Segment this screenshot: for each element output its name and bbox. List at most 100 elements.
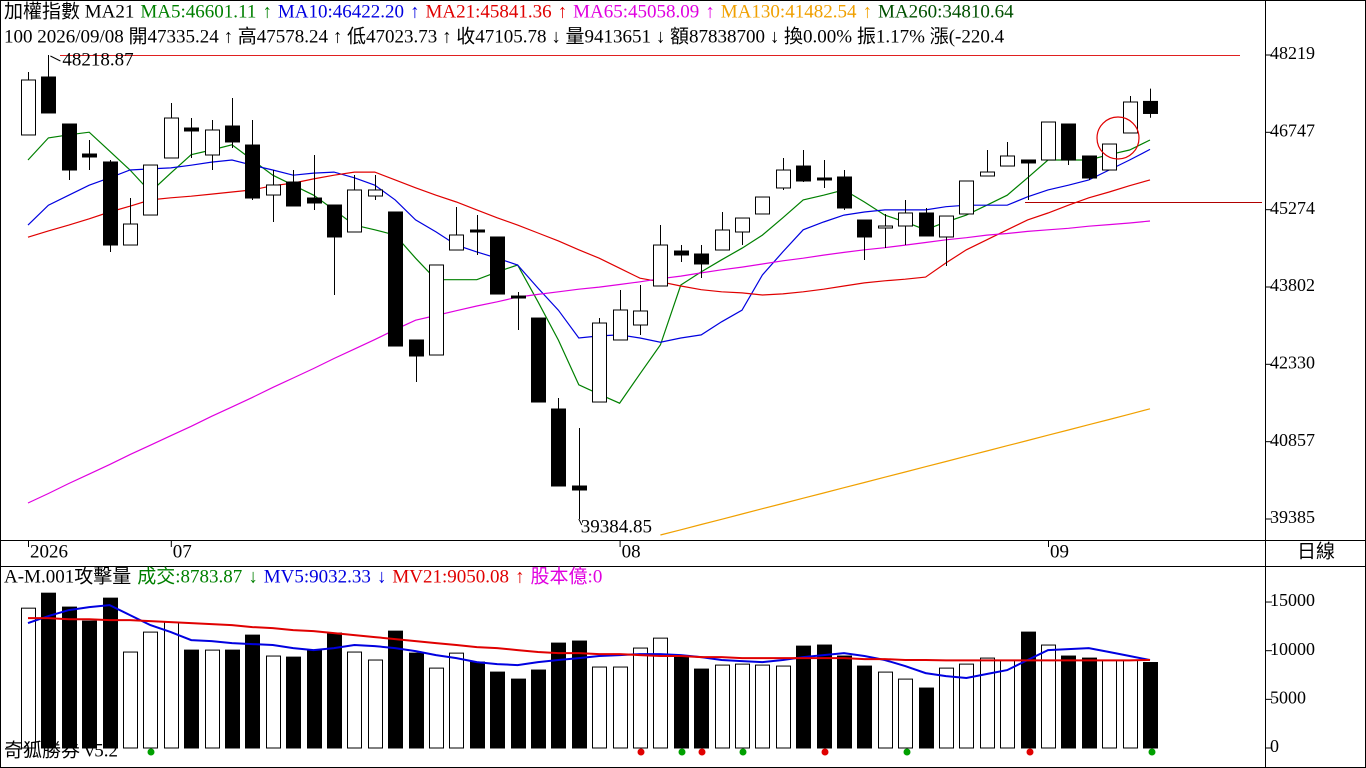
signal-dot bbox=[147, 748, 155, 756]
volume-bar bbox=[82, 620, 97, 749]
volume-bar bbox=[613, 666, 628, 749]
volume-bar bbox=[347, 651, 362, 749]
candle-body bbox=[266, 184, 281, 196]
y-tick-label: 46747 bbox=[1270, 120, 1315, 140]
candle-body bbox=[429, 264, 444, 356]
candle-body bbox=[82, 153, 97, 158]
candle-body bbox=[368, 189, 383, 197]
candle-body bbox=[755, 196, 770, 215]
volume-bar bbox=[878, 671, 893, 749]
signal-dot bbox=[678, 748, 686, 756]
candle-body bbox=[1082, 155, 1097, 179]
candle-body bbox=[409, 339, 424, 357]
volume-bar bbox=[103, 597, 118, 749]
candle-body bbox=[307, 197, 322, 204]
volume-bar bbox=[857, 665, 872, 749]
volume-bar bbox=[572, 640, 587, 749]
volume-bar bbox=[1143, 662, 1158, 749]
volume-bar bbox=[449, 652, 464, 749]
candle-body bbox=[347, 189, 362, 233]
signal-dot bbox=[903, 748, 911, 756]
volume-bar bbox=[837, 655, 852, 749]
candle-body bbox=[490, 236, 505, 295]
y-tick-label: 45274 bbox=[1270, 198, 1315, 218]
volume-bar bbox=[511, 678, 526, 749]
candle-body bbox=[674, 250, 689, 256]
volume-bar bbox=[959, 663, 974, 749]
candle-body bbox=[1123, 101, 1138, 134]
candle-body bbox=[633, 310, 648, 326]
legend-item: 股本億:0 bbox=[531, 565, 603, 587]
candle-body bbox=[613, 309, 628, 341]
volume-bar bbox=[919, 687, 934, 749]
candle-body bbox=[143, 164, 158, 216]
candle-body bbox=[286, 181, 301, 207]
candle-body bbox=[817, 177, 832, 181]
candle-body bbox=[694, 253, 709, 265]
candle-body bbox=[980, 171, 995, 177]
volume-bar bbox=[633, 647, 648, 749]
candle-body bbox=[164, 117, 179, 159]
candle-body bbox=[205, 129, 220, 156]
candle-body bbox=[776, 169, 791, 189]
candle-body bbox=[449, 234, 464, 251]
volume-bar bbox=[184, 649, 199, 749]
volume-bar bbox=[1041, 644, 1056, 749]
volume-bar bbox=[307, 649, 322, 749]
volume-bar bbox=[735, 663, 750, 749]
candle-body bbox=[327, 204, 342, 238]
mv-line bbox=[28, 617, 1151, 662]
ma-line bbox=[27, 171, 1151, 296]
period-label: 日線 bbox=[1297, 540, 1335, 562]
legend-item: MA65:45058.09 bbox=[573, 1, 699, 22]
volume-bar bbox=[715, 664, 730, 749]
volume-bar bbox=[674, 655, 689, 749]
volume-panel bbox=[21, 592, 1158, 756]
volume-bar bbox=[327, 632, 342, 749]
y-tick-label: 39385 bbox=[1270, 507, 1315, 527]
candle-body bbox=[959, 180, 974, 215]
ma-line bbox=[660, 408, 1151, 536]
candle-body bbox=[41, 76, 56, 114]
legend-item: ↑ bbox=[410, 1, 420, 22]
mv-line bbox=[27, 604, 1151, 680]
volume-bar bbox=[531, 669, 546, 749]
signal-dot bbox=[739, 748, 747, 756]
footer: 奇狐勝券 v5.2 bbox=[4, 739, 118, 761]
high-label: 48218.87 bbox=[62, 49, 133, 70]
candle-body bbox=[1143, 100, 1158, 114]
candle-body bbox=[857, 219, 872, 238]
y-tick-label: 43802 bbox=[1270, 275, 1315, 295]
legend-item: A-M.001攻擊量 bbox=[4, 565, 131, 587]
x-tick-label: 07 bbox=[173, 541, 192, 562]
legend-item: 成交:8783.87 bbox=[137, 565, 242, 587]
volume-bar bbox=[755, 664, 770, 749]
volume-bar bbox=[817, 644, 832, 749]
volume-bar bbox=[592, 666, 607, 749]
volume-bar bbox=[1000, 659, 1015, 749]
candle-body bbox=[103, 161, 118, 246]
volume-bar bbox=[164, 621, 179, 749]
candle-body bbox=[653, 244, 668, 287]
low-leader bbox=[578, 518, 583, 526]
volume-bar bbox=[551, 642, 566, 749]
volume-bar bbox=[21, 607, 36, 749]
header: 100 2026/09/08 開47335.24 ↑ 高47578.24 ↑ 低… bbox=[4, 0, 1014, 47]
candle-body bbox=[878, 225, 893, 229]
candle-body bbox=[796, 165, 811, 182]
legend-item: ↑ bbox=[558, 1, 568, 22]
volume-bar bbox=[205, 649, 220, 749]
legend-item: ↑ bbox=[262, 1, 272, 22]
volume-bar bbox=[939, 667, 954, 749]
high-leader bbox=[50, 55, 61, 62]
quote-info: 100 2026/09/08 開47335.24 ↑ 高47578.24 ↑ 低… bbox=[4, 25, 1005, 47]
candle-body bbox=[715, 229, 730, 251]
volume-bar bbox=[409, 652, 424, 749]
legend-item: 加權指數 MA21 bbox=[4, 0, 134, 22]
volume-bar bbox=[776, 665, 791, 749]
candle-body bbox=[735, 217, 750, 233]
volume-bar bbox=[266, 655, 281, 749]
legend-item: MA21:45841.36 bbox=[425, 1, 551, 22]
y-tick-label: 40857 bbox=[1270, 430, 1315, 450]
